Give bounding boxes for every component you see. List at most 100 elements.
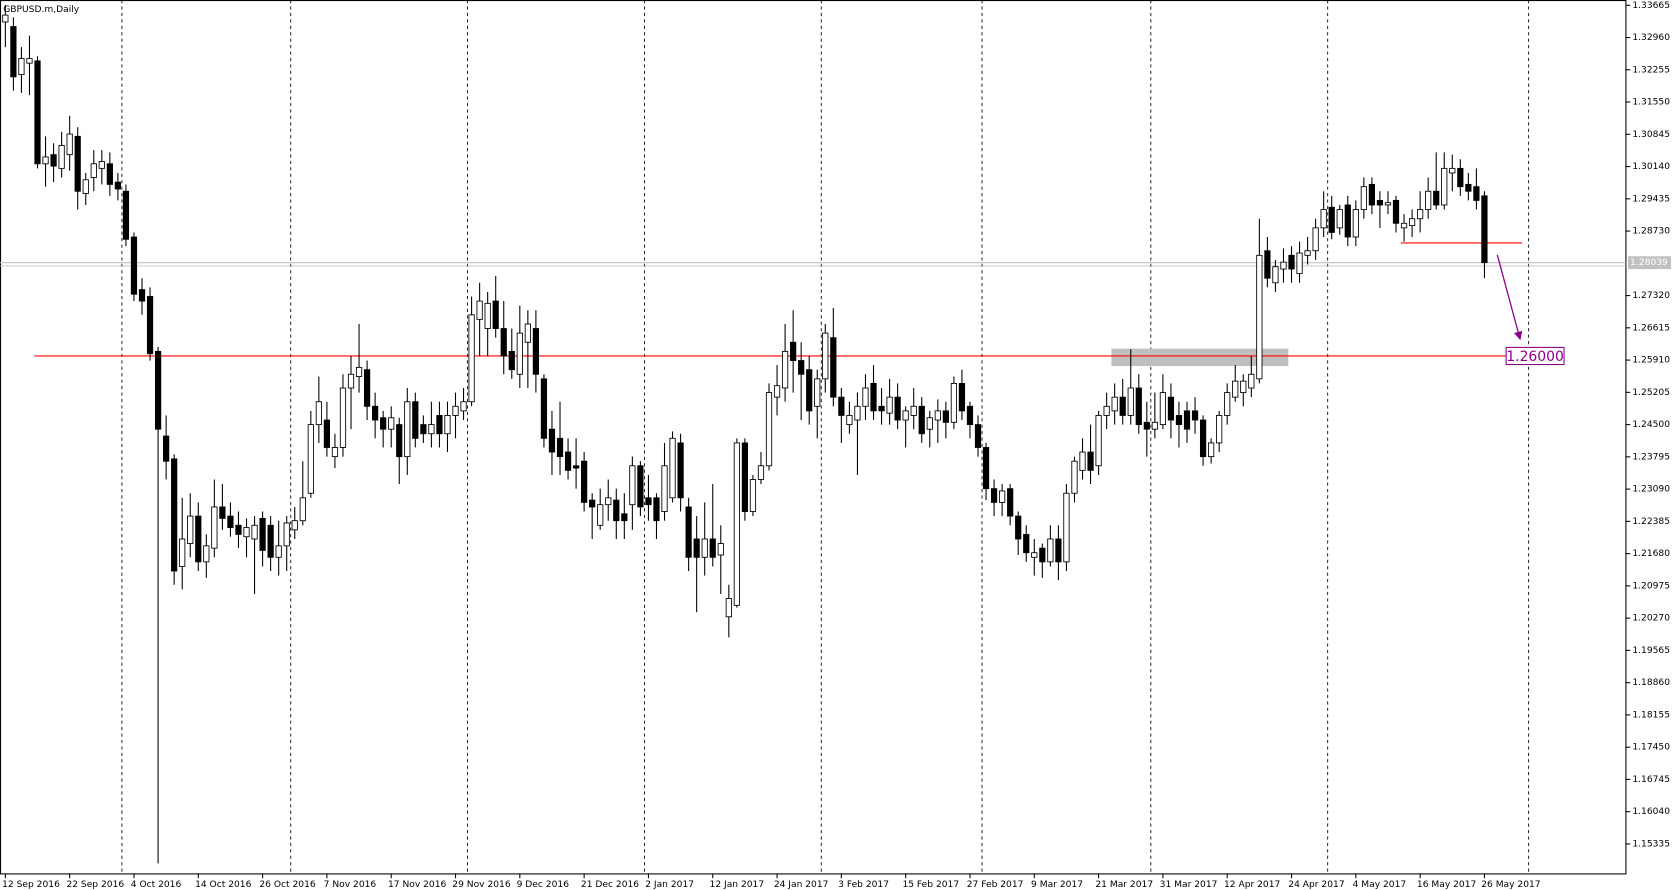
x-tick-label: 26 Oct 2016: [259, 880, 316, 890]
candle: [958, 369, 966, 421]
candle: [1063, 484, 1070, 572]
y-tick-label: 1.28730: [1632, 227, 1670, 237]
candle-body: [1280, 261, 1287, 270]
x-tick-label: 15 Feb 2017: [902, 880, 959, 890]
candle: [1047, 525, 1054, 567]
x-tick-label: 12 Apr 2017: [1224, 880, 1281, 890]
candle-body: [661, 465, 668, 512]
candle: [990, 479, 998, 517]
candle: [428, 401, 435, 448]
candle-body: [10, 26, 17, 78]
candle-body: [1111, 396, 1118, 412]
candle: [790, 310, 797, 393]
candle-body: [82, 179, 89, 194]
candle: [693, 516, 700, 613]
candle: [492, 275, 499, 338]
candle-body: [1400, 222, 1408, 229]
candle-body: [725, 598, 732, 618]
candle: [1240, 374, 1247, 407]
candle-body: [98, 161, 105, 169]
y-tick-label: 1.33665: [1632, 1, 1670, 11]
candle-body: [26, 58, 33, 64]
candle-body: [508, 350, 515, 371]
y-tick-label: 1.25910: [1632, 356, 1670, 366]
y-tick-label: 1.30140: [1632, 162, 1670, 172]
candle: [1071, 456, 1078, 503]
candle-body: [347, 373, 355, 389]
candle: [685, 497, 692, 572]
candle: [508, 328, 515, 379]
candle: [564, 438, 572, 480]
candle-body: [299, 497, 306, 522]
candle: [838, 388, 845, 443]
candle-body: [66, 133, 73, 156]
candle: [259, 511, 266, 567]
candle: [2, 5, 9, 48]
candle: [1248, 355, 1255, 398]
candle-body: [428, 424, 435, 435]
candle: [1280, 248, 1287, 283]
candle-body: [701, 538, 708, 558]
candle: [1175, 401, 1183, 448]
candle-body: [886, 396, 893, 414]
x-tick-label: 4 Oct 2016: [131, 880, 182, 890]
x-tick-label: 16 May 2017: [1417, 880, 1477, 890]
candle: [1376, 191, 1384, 228]
candle-body: [259, 517, 266, 551]
candle: [1272, 259, 1279, 292]
candle: [1360, 177, 1367, 219]
candle: [581, 452, 588, 512]
candle-body: [1288, 254, 1295, 270]
candle-body: [187, 515, 194, 544]
candle-body: [1376, 199, 1384, 206]
candle: [950, 376, 958, 430]
candle-body: [1159, 392, 1167, 426]
candle-body: [1408, 218, 1416, 226]
candle: [934, 399, 941, 443]
candle: [380, 410, 387, 448]
candle: [1224, 383, 1231, 425]
candle-body: [235, 524, 242, 535]
candle-body: [412, 401, 419, 439]
candle: [1368, 177, 1376, 215]
candle: [476, 282, 483, 356]
candle-body: [283, 522, 290, 547]
x-tick-label: 12 Sep 2016: [2, 880, 60, 890]
candle: [146, 287, 154, 361]
candle: [122, 184, 130, 247]
candle: [468, 296, 475, 407]
candle-body: [1425, 190, 1432, 210]
candle: [404, 388, 411, 475]
candle-body: [444, 415, 451, 435]
candle-body: [846, 415, 853, 426]
candle: [187, 493, 194, 558]
candle-body: [1392, 199, 1400, 224]
candle-body: [966, 405, 974, 426]
candle-body: [1473, 186, 1480, 201]
candle-body: [1079, 451, 1086, 471]
candle-body: [878, 405, 885, 412]
candle: [138, 278, 146, 315]
candle: [701, 502, 708, 576]
candle: [163, 415, 170, 480]
x-tick-label: 9 Dec 2016: [517, 880, 570, 890]
candle: [999, 484, 1006, 517]
candle-body: [749, 479, 757, 512]
candle: [733, 438, 740, 608]
candle-body: [203, 545, 210, 563]
candle: [235, 511, 242, 549]
candle: [315, 376, 322, 443]
candle-body: [950, 382, 958, 423]
candle: [98, 150, 105, 185]
chart-title: GBPUSD.m,Daily: [3, 5, 80, 15]
x-tick-label: 3 Feb 2017: [838, 880, 889, 890]
candle: [299, 461, 306, 526]
candle-body: [114, 181, 122, 190]
candle: [251, 516, 258, 594]
candle: [388, 406, 395, 448]
candle: [1392, 195, 1400, 233]
candle-body: [926, 417, 933, 430]
candle: [1408, 209, 1416, 238]
